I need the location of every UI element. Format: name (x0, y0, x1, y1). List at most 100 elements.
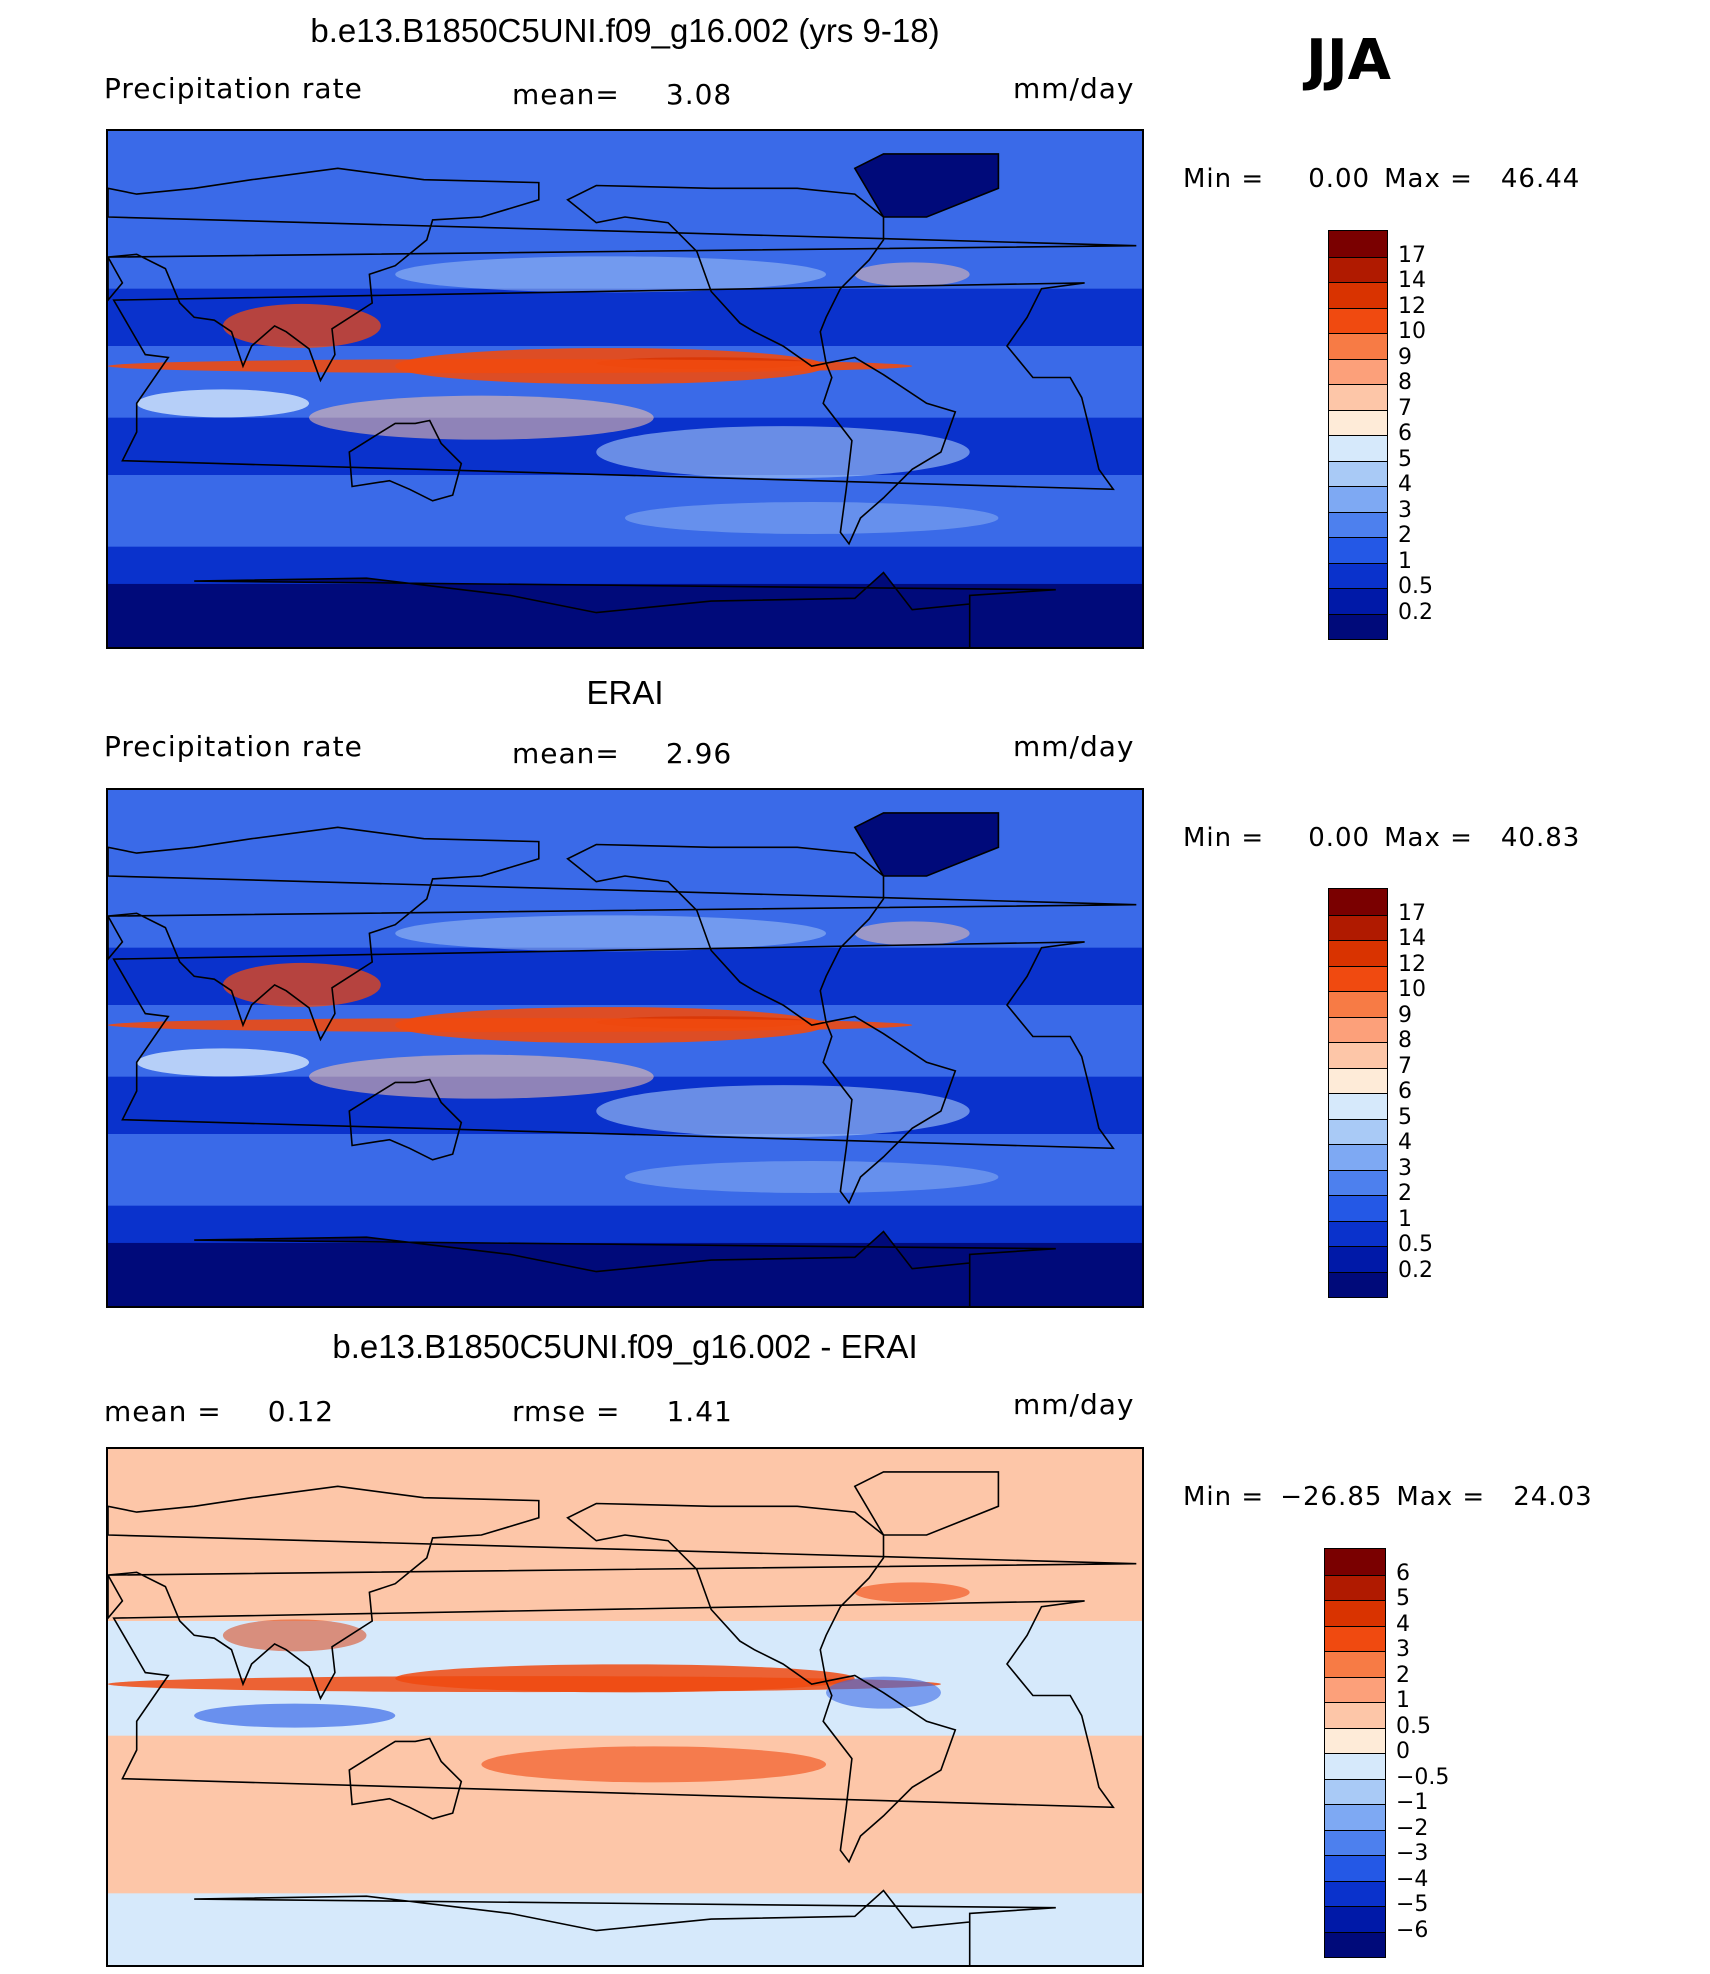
colorbar-label: −3 (1396, 1841, 1429, 1866)
colorbar-swatch (1329, 1118, 1387, 1144)
precip-band (108, 359, 913, 374)
colorbar-swatch (1329, 613, 1387, 639)
colorbar-swatch (1329, 1220, 1387, 1246)
colorbar-label: 6 (1398, 1079, 1412, 1104)
colorbar-label: 9 (1398, 344, 1412, 370)
colorbar-label: 6 (1396, 1560, 1410, 1586)
map-canvas (108, 131, 1142, 647)
coastline-south_america (822, 1015, 957, 1205)
colorbar-swatch (1329, 889, 1387, 915)
colorbar-swatch (1329, 486, 1387, 512)
precip-band (108, 1676, 941, 1693)
colorbar-label: 3 (1398, 1155, 1412, 1181)
colorbar-swatch (1325, 1727, 1385, 1753)
colorbar-swatch (1329, 1144, 1387, 1170)
colorbar-swatch (1325, 1549, 1385, 1575)
colorbar-label: 12 (1398, 293, 1426, 319)
colorbar-swatch (1329, 1246, 1387, 1272)
colorbar-swatch (1325, 1651, 1385, 1677)
colorbar-swatch (1329, 511, 1387, 537)
colorbar-label: 3 (1398, 497, 1412, 523)
panel-1-variable: Precipitation rate (104, 72, 363, 105)
colorbar-swatch (1329, 991, 1387, 1017)
coastline-greenland (853, 812, 1000, 877)
colorbar-label: 17 (1398, 242, 1426, 268)
precip-band (136, 1048, 310, 1077)
colorbar-label: 4 (1396, 1611, 1410, 1637)
colorbar-swatch (1329, 965, 1387, 991)
colorbar-swatch (1325, 1600, 1385, 1626)
colorbar-label: 6 (1398, 421, 1412, 446)
map-canvas (108, 1449, 1142, 1965)
panel-2-mean: mean= 2.96 (512, 737, 733, 770)
colorbar-swatch (1325, 1829, 1385, 1855)
colorbar-swatch (1325, 1574, 1385, 1600)
colorbar-swatch (1329, 460, 1387, 486)
colorbar-swatch (1329, 1067, 1387, 1093)
colorbar-swatch (1325, 1778, 1385, 1804)
colorbar-swatch (1329, 537, 1387, 563)
precip-band (194, 1703, 396, 1728)
colorbar-label: 4 (1398, 1130, 1412, 1155)
colorbar-swatch (1329, 1016, 1387, 1042)
colorbar-label: −1 (1396, 1790, 1429, 1815)
panel-2-map (106, 788, 1144, 1308)
colorbar-swatch (1329, 384, 1387, 410)
colorbar-label: 14 (1398, 268, 1426, 293)
colorbar-label: 12 (1398, 951, 1426, 977)
colorbar-swatch (1325, 1804, 1385, 1830)
coastline-africa (112, 1600, 1115, 1809)
precip-band (222, 303, 381, 348)
colorbar-swatch (1329, 231, 1387, 257)
colorbar-label: −5 (1396, 1892, 1429, 1917)
panel-2-title: ERAI (586, 674, 664, 711)
season-label: JJA (1306, 28, 1392, 93)
colorbar-swatch (1329, 358, 1387, 384)
colorbar-label: 0.2 (1398, 599, 1433, 625)
colorbar-swatch (1329, 588, 1387, 614)
coastline-australia (348, 1078, 463, 1161)
colorbar-label: 5 (1398, 1104, 1412, 1130)
precip-band (596, 426, 970, 479)
precip-band (481, 1746, 827, 1783)
map-canvas (108, 790, 1142, 1306)
colorbar-swatch (1329, 1093, 1387, 1119)
coastline-greenland (853, 1471, 1000, 1536)
colorbar-swatch (1329, 282, 1387, 308)
colorbar-label: 0.5 (1398, 1232, 1433, 1257)
coastline-antarctica (194, 1889, 1056, 1965)
colorbar-swatch (1329, 307, 1387, 333)
precip-band (222, 962, 381, 1007)
precip-band (854, 921, 970, 946)
colorbar-label: 8 (1398, 1028, 1412, 1053)
coastline-africa (112, 282, 1115, 491)
precip-band (136, 389, 310, 418)
precip-band (309, 1054, 654, 1099)
precip-band (222, 1619, 367, 1652)
colorbar-swatch (1329, 1042, 1387, 1068)
colorbar-swatch (1329, 435, 1387, 461)
colorbar-label: −0.5 (1396, 1764, 1450, 1790)
colorbar-label: −2 (1396, 1815, 1429, 1841)
colorbar-swatch (1329, 562, 1387, 588)
coastline-south_america (822, 1674, 957, 1864)
colorbar-label: 2 (1396, 1662, 1410, 1688)
colorbar-label: 0 (1396, 1739, 1410, 1764)
colorbar-swatch (1325, 1702, 1385, 1728)
colorbar-label: 17 (1398, 900, 1426, 926)
colorbar-swatch (1325, 1855, 1385, 1881)
colorbar-swatch (1329, 256, 1387, 282)
colorbar-label: 7 (1398, 1053, 1412, 1079)
panel-3-colorbar (1324, 1548, 1386, 1958)
coastline-antarctica (194, 1230, 1056, 1306)
colorbar-label: 1 (1398, 1206, 1412, 1232)
coastline-eurasia (108, 826, 1137, 1042)
precip-band (395, 915, 827, 952)
colorbar-label: 0.2 (1398, 1257, 1433, 1283)
colorbar-label: 5 (1398, 446, 1412, 472)
panel-2-units: mm/day (1013, 730, 1135, 763)
colorbar-swatch (1325, 1880, 1385, 1906)
colorbar-label: 9 (1398, 1002, 1412, 1028)
colorbar-label: 4 (1398, 472, 1412, 497)
colorbar-swatch (1325, 1753, 1385, 1779)
